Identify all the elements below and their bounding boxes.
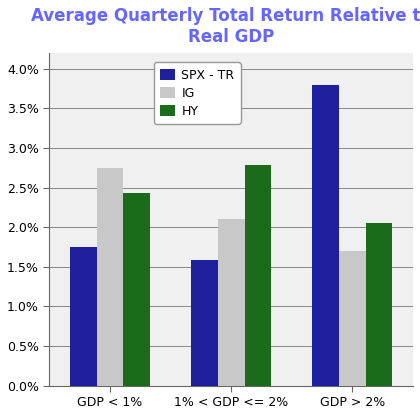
Bar [339, 251, 366, 386]
Bar [97, 168, 123, 386]
Legend: SPX - TR, IG, HY: SPX - TR, IG, HY [154, 62, 241, 124]
Bar [191, 260, 218, 386]
Title: Average Quarterly Total Return Relative to
Real GDP: Average Quarterly Total Return Relative … [31, 7, 420, 46]
Bar [123, 193, 150, 386]
Bar [244, 166, 271, 386]
Bar [312, 84, 339, 386]
Bar [218, 219, 244, 386]
Bar [70, 247, 97, 386]
Bar [366, 223, 392, 386]
